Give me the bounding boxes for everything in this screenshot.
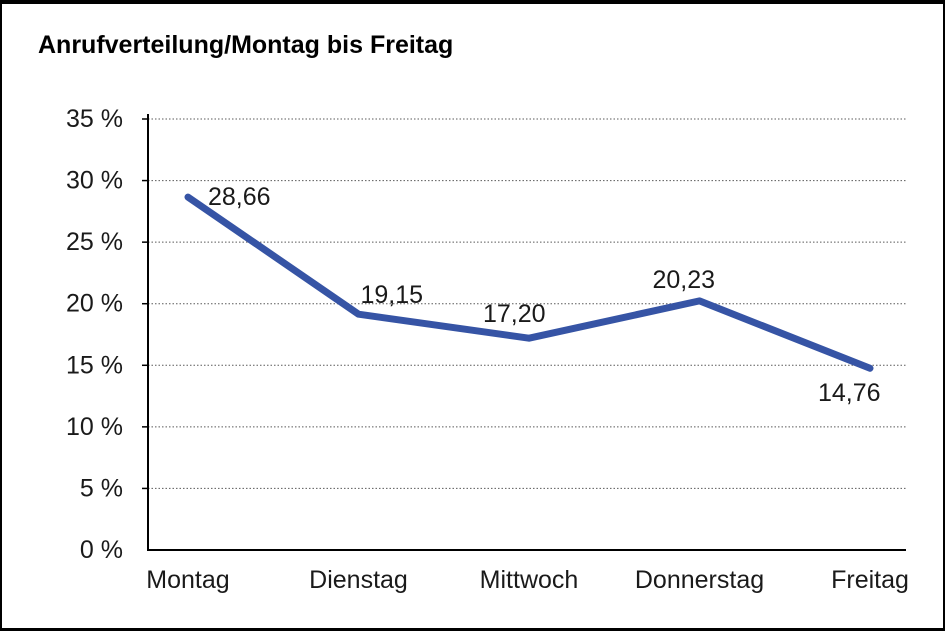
y-tick-label: 25 % xyxy=(66,228,123,256)
y-tick-label: 0 % xyxy=(80,536,123,564)
x-category-label: Mittwoch xyxy=(480,566,579,594)
data-point-label: 17,20 xyxy=(483,300,546,328)
data-point-label: 28,66 xyxy=(208,183,271,211)
x-category-label: Freitag xyxy=(831,566,909,594)
y-tick-label: 35 % xyxy=(66,105,123,133)
x-category-label: Donnerstag xyxy=(635,566,764,594)
y-tick-label: 15 % xyxy=(66,351,123,379)
data-point-label: 14,76 xyxy=(818,379,881,407)
x-category-label: Montag xyxy=(146,566,229,594)
chart-title: Anrufverteilung/Montag bis Freitag xyxy=(38,31,454,59)
y-tick-label: 5 % xyxy=(80,474,123,502)
x-category-label: Dienstag xyxy=(309,566,408,594)
y-tick-label: 20 % xyxy=(66,290,123,318)
y-tick-label: 30 % xyxy=(66,167,123,195)
y-tick-label: 10 % xyxy=(66,413,123,441)
data-point-label: 20,23 xyxy=(653,266,716,294)
data-point-label: 19,15 xyxy=(361,281,424,309)
data-line xyxy=(184,193,874,372)
line-chart: 5 % 10 % 15 % 20 % 25 % 30 % 35 % 0 % 28,66 19,15… xyxy=(66,105,909,594)
